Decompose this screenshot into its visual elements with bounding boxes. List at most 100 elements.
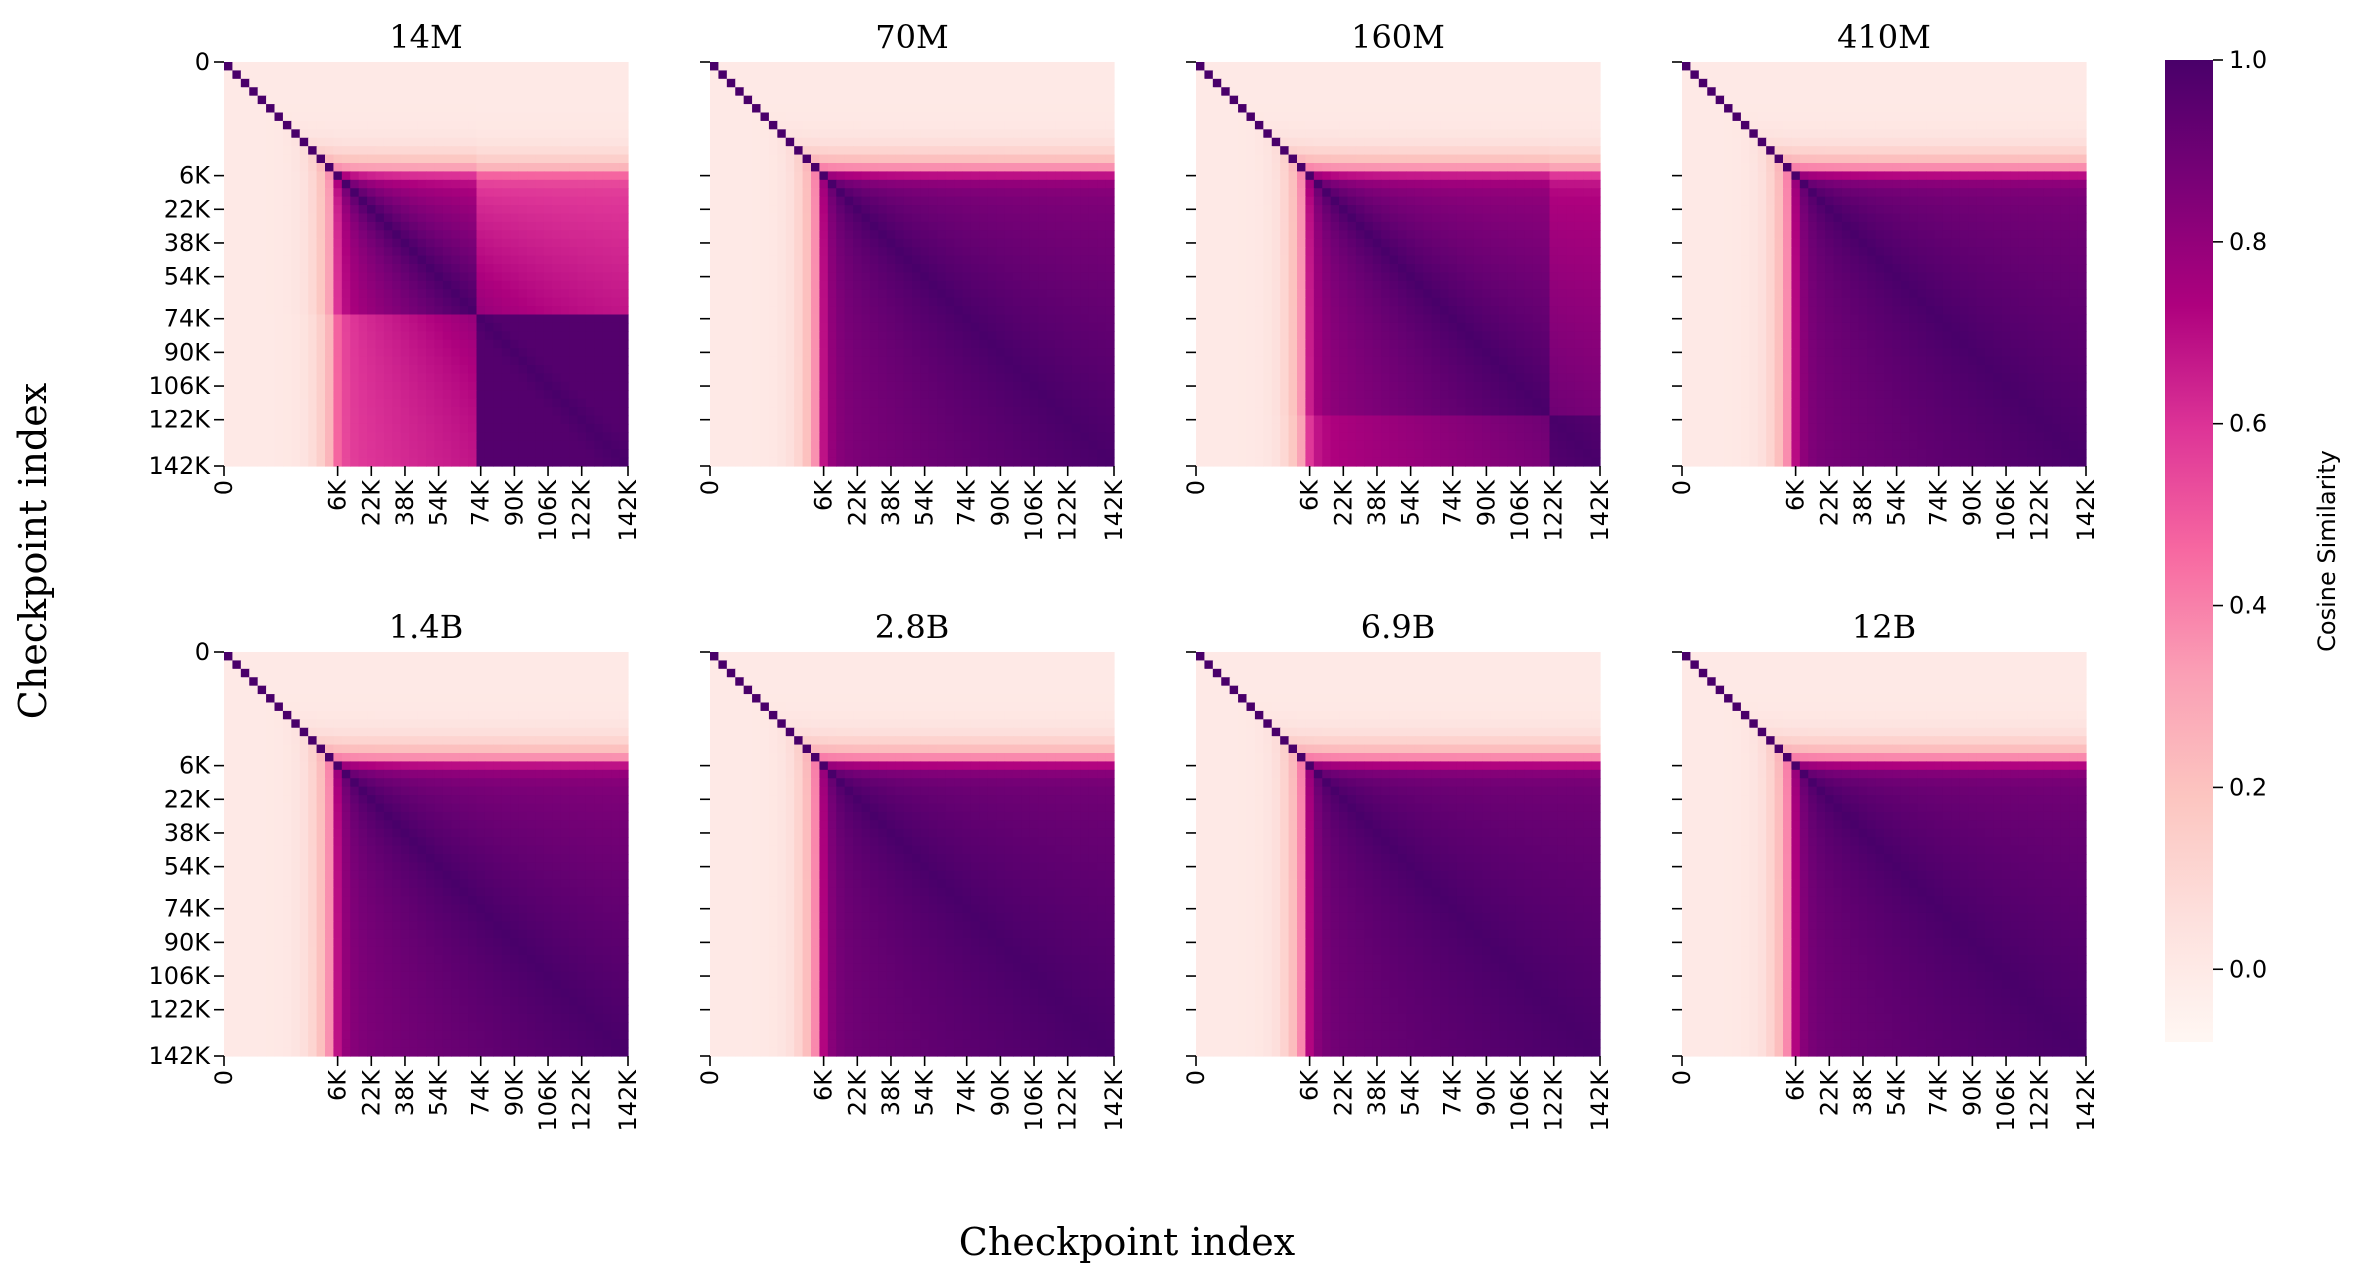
heatmap-cell [1204,87,1214,97]
heatmap-cell [1021,264,1031,274]
heatmap-cell [375,440,385,450]
heatmap-cell [316,449,326,459]
heatmap-cell [409,297,419,307]
heatmap-cell [232,154,242,164]
heatmap-cell [844,78,854,88]
heatmap-cell [1071,423,1081,433]
heatmap-cell [1004,137,1014,147]
heatmap-cell [527,112,537,122]
heatmap-cell [535,171,545,181]
heatmap-cell [240,314,250,324]
heatmap-cell [240,390,250,400]
heatmap-cell [987,297,997,307]
heatmap-cell [1004,238,1014,248]
heatmap-cell [501,306,511,316]
heatmap-cell [970,146,980,156]
heatmap-cell [224,356,234,366]
heatmap-cell [442,238,452,248]
heatmap-cell [266,213,276,223]
heatmap-cell [836,407,846,417]
heatmap-cell [1013,407,1023,417]
heatmap-cell [232,390,242,400]
heatmap-cell [426,390,436,400]
heatmap-cell [895,78,905,88]
heatmap-cell [844,146,854,156]
heatmap-cell [1088,407,1098,417]
heatmap-cell [979,112,989,122]
heatmap-cell [291,457,301,467]
heatmap-cell [510,154,520,164]
heatmap-cell [903,272,913,282]
heatmap-cell [869,95,879,105]
heatmap-cell [979,373,989,383]
heatmap-cell [493,78,503,88]
heatmap-cell [827,339,837,349]
heatmap-cell [527,171,537,181]
heatmap-cell [802,95,812,105]
heatmap-cell [341,120,351,130]
heatmap-cell [1097,112,1107,122]
heatmap-cell [493,407,503,417]
heatmap-cell [417,205,427,215]
heatmap-cell [232,297,242,307]
heatmap-cell [341,356,351,366]
heatmap-cell [752,255,762,265]
y-tick-label: 38K [164,229,212,257]
heatmap-cell [476,415,486,425]
heatmap-cell [577,415,587,425]
heatmap-cell [585,221,595,231]
heatmap-cell [1583,95,1593,105]
heatmap-cell [358,381,368,391]
heatmap-cell [1330,78,1340,88]
heatmap-cell [1389,78,1399,88]
heatmap-cell [996,154,1006,164]
heatmap-cell [1046,407,1056,417]
heatmap-cell [240,457,250,467]
heatmap-cell [577,179,587,189]
heatmap-cell [451,356,461,366]
heatmap-cell [400,196,410,206]
heatmap-cell [451,331,461,341]
heatmap-cell [417,70,427,80]
heatmap-cell [1507,70,1517,80]
heatmap-cell [459,457,469,467]
heatmap-cell [602,365,612,375]
heatmap-cell [920,154,930,164]
heatmap-cell [1490,104,1500,114]
heatmap-cell [710,213,720,223]
heatmap-cell [718,188,728,198]
heatmap-cell [987,137,997,147]
heatmap-cell [987,213,997,223]
heatmap-cell [937,137,947,147]
heatmap-cell [274,373,284,383]
heatmap-cell [535,398,545,408]
heatmap-cell [325,331,335,341]
heatmap-cell [569,247,579,257]
heatmap-cell [743,356,753,366]
heatmap-cell [518,188,528,198]
heatmap-cell [375,432,385,442]
heatmap-cell [996,62,1006,72]
heatmap-cell [970,188,980,198]
heatmap-cell [844,440,854,450]
heatmap-cell [996,289,1006,299]
heatmap-cell [257,339,267,349]
heatmap-cell [535,62,545,72]
heatmap-cell [1021,163,1031,173]
heatmap-cell [819,70,829,80]
heatmap-cell [325,213,335,223]
heatmap-cell [585,457,595,467]
heatmap-cell [367,146,377,156]
heatmap-cell [768,238,778,248]
heatmap-cell [996,137,1006,147]
heatmap-cell [375,163,385,173]
heatmap-cell [434,356,444,366]
heatmap-cell [928,415,938,425]
heatmap-cell [718,87,728,97]
heatmap-cell [928,188,938,198]
heatmap-cell [493,365,503,375]
heatmap-cell [274,440,284,450]
heatmap-cell [468,104,478,114]
heatmap-cell [979,289,989,299]
heatmap-cell [1021,440,1031,450]
